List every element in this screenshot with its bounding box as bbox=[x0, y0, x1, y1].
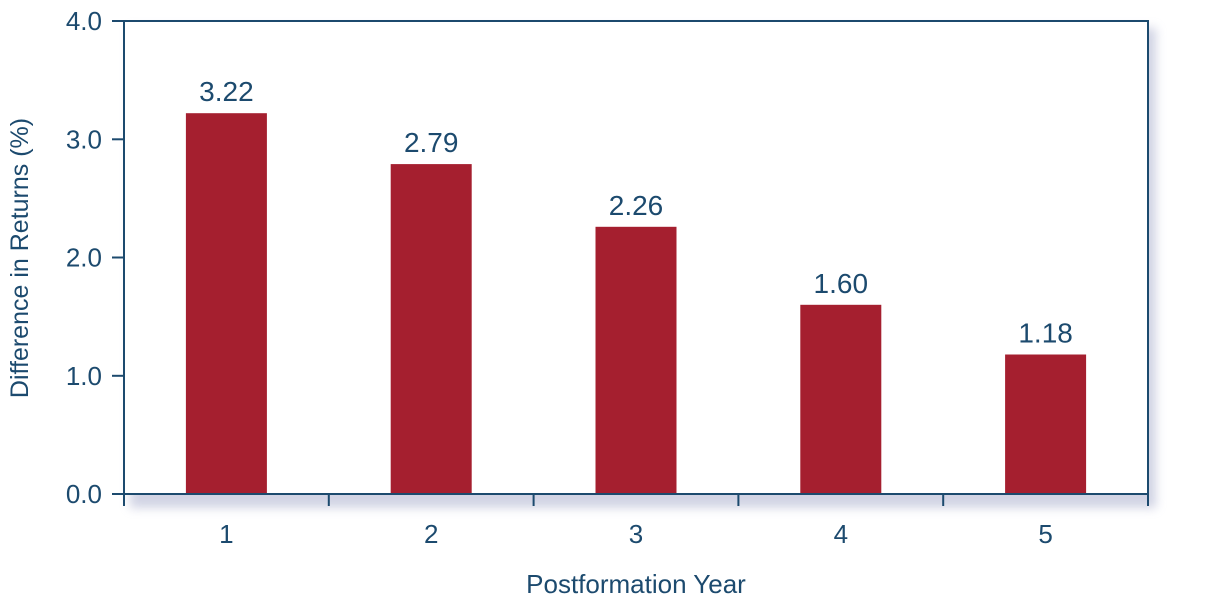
bar-value-label-1: 3.22 bbox=[199, 76, 254, 107]
x-axis-title: Postformation Year bbox=[526, 569, 746, 599]
y-axis: 0.0 1.0 2.0 3.0 4.0 bbox=[66, 6, 124, 509]
y-tick-label: 4.0 bbox=[66, 6, 102, 36]
x-tick-label-3: 3 bbox=[629, 519, 643, 549]
y-tick-label: 1.0 bbox=[66, 361, 102, 391]
x-tick-label-4: 4 bbox=[834, 519, 848, 549]
y-axis-title: Difference in Returns (%) bbox=[6, 118, 34, 398]
bar-value-label-4: 1.60 bbox=[814, 268, 869, 299]
bar-2 bbox=[390, 164, 472, 494]
y-tick-label: 2.0 bbox=[66, 243, 102, 273]
x-tick-label-5: 5 bbox=[1038, 519, 1052, 549]
value-labels-group: 3.22 2.79 2.26 1.60 1.18 bbox=[199, 76, 1073, 348]
bar-5 bbox=[1005, 354, 1087, 494]
bar-value-label-5: 1.18 bbox=[1018, 318, 1073, 349]
x-tick-label-1: 1 bbox=[219, 519, 233, 549]
y-tick-label: 3.0 bbox=[66, 124, 102, 154]
x-axis: 1 2 3 4 5 bbox=[123, 494, 1149, 549]
y-tick-label: 0.0 bbox=[66, 479, 102, 509]
bars-group bbox=[185, 113, 1087, 495]
bar-value-label-2: 2.79 bbox=[404, 127, 459, 158]
x-tick-label-2: 2 bbox=[424, 519, 438, 549]
bar-4 bbox=[800, 304, 882, 494]
bar-1 bbox=[185, 113, 267, 494]
bar-3 bbox=[595, 226, 677, 495]
bar-value-label-3: 2.26 bbox=[609, 190, 664, 221]
